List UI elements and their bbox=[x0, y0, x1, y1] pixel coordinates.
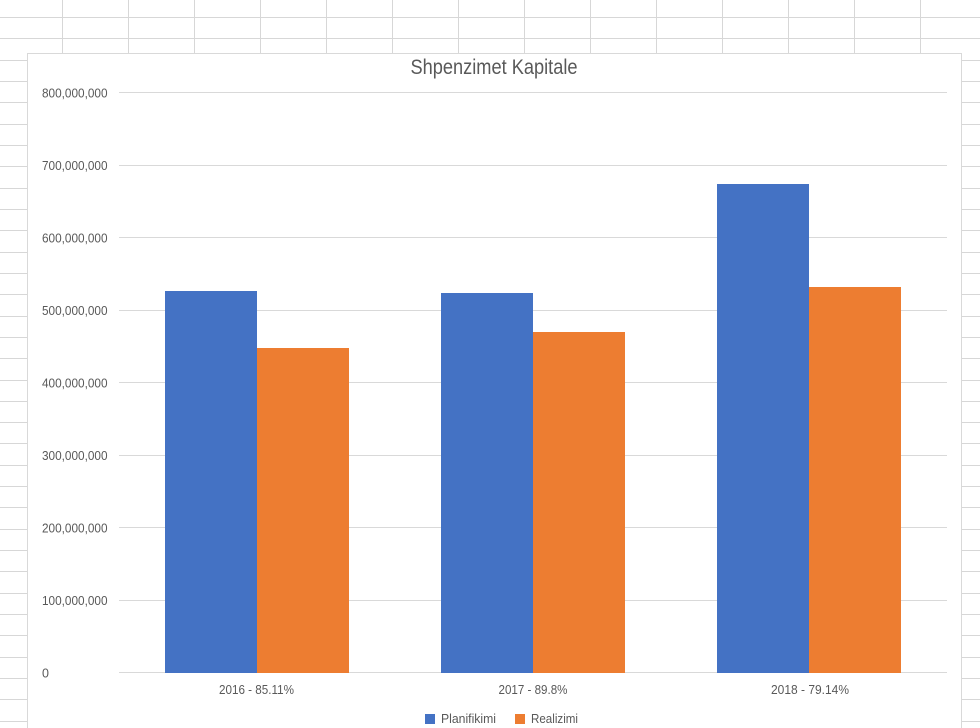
svg-text:800,000,000: 800,000,000 bbox=[42, 87, 108, 101]
svg-text:Planifikimi: Planifikimi bbox=[441, 712, 496, 726]
svg-text:400,000,000: 400,000,000 bbox=[42, 377, 108, 391]
svg-text:Realizimi: Realizimi bbox=[531, 712, 578, 726]
svg-text:200,000,000: 200,000,000 bbox=[42, 522, 108, 536]
svg-text:2017 - 89.8%: 2017 - 89.8% bbox=[499, 683, 568, 697]
svg-text:300,000,000: 300,000,000 bbox=[42, 449, 108, 463]
svg-text:0: 0 bbox=[42, 667, 49, 681]
svg-text:Shpenzimet Kapitale: Shpenzimet Kapitale bbox=[411, 56, 578, 79]
svg-text:600,000,000: 600,000,000 bbox=[42, 232, 108, 246]
svg-text:2018 - 79.14%: 2018 - 79.14% bbox=[771, 683, 849, 697]
svg-text:100,000,000: 100,000,000 bbox=[42, 594, 108, 608]
svg-text:500,000,000: 500,000,000 bbox=[42, 304, 108, 318]
svg-text:700,000,000: 700,000,000 bbox=[42, 159, 108, 173]
svg-text:2016 - 85.11%: 2016 - 85.11% bbox=[219, 683, 294, 697]
